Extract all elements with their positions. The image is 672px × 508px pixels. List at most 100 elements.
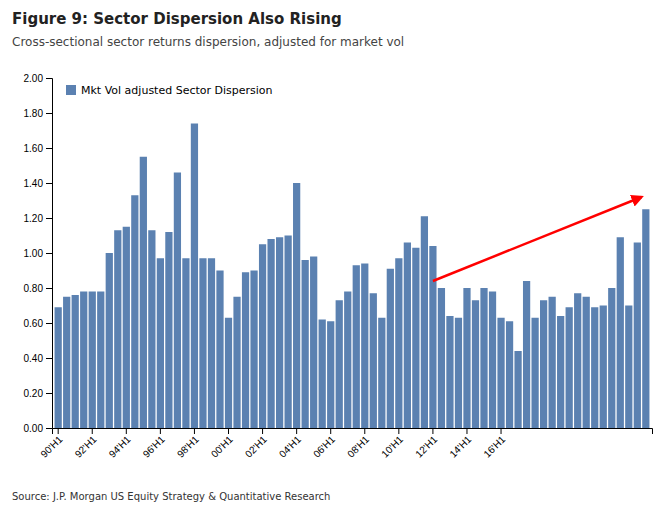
bar <box>642 209 649 428</box>
bar <box>89 292 96 429</box>
bar <box>608 288 615 428</box>
x-tick-label: 12'H1 <box>413 433 439 459</box>
bar <box>489 292 496 429</box>
x-tick: 98'H1 <box>175 428 201 460</box>
bar <box>480 288 487 428</box>
y-axis-line <box>46 79 53 429</box>
y-tick: 1.20 <box>24 213 52 224</box>
bar <box>250 271 257 429</box>
x-tick-label: 06'H1 <box>311 433 337 459</box>
bar <box>327 321 334 428</box>
x-axis-line <box>53 429 653 435</box>
y-tick-label: 0.60 <box>24 318 44 329</box>
x-tick-label: 02'H1 <box>243 433 269 459</box>
bar <box>370 293 377 428</box>
bar-series <box>55 124 650 429</box>
bar <box>463 288 470 428</box>
x-tick: 92'H1 <box>73 428 99 460</box>
bar <box>353 265 360 428</box>
y-tick-mark <box>46 288 52 289</box>
x-tick-mark <box>262 428 263 434</box>
bar <box>455 318 462 428</box>
bar <box>549 297 556 428</box>
x-tick-label: 90'H1 <box>38 433 64 459</box>
bar <box>293 183 300 428</box>
bar <box>131 195 138 428</box>
y-tick-label: 1.60 <box>24 143 44 154</box>
bar <box>617 237 624 428</box>
bar <box>191 124 198 429</box>
y-tick: 0.60 <box>24 318 52 329</box>
y-tick-label: 1.40 <box>24 178 44 189</box>
bar <box>233 297 240 428</box>
bar <box>600 306 607 429</box>
y-tick-label: 0.80 <box>24 283 44 294</box>
x-tick-mark <box>466 428 467 434</box>
y-tick: 0.00 <box>24 423 52 434</box>
bar <box>199 258 206 428</box>
bar <box>157 258 164 428</box>
bar <box>140 157 147 428</box>
bar <box>72 295 79 428</box>
x-tick: 06'H1 <box>311 428 337 460</box>
bar <box>378 318 385 428</box>
bar <box>148 230 155 428</box>
x-tick-mark <box>228 428 229 434</box>
y-tick: 1.60 <box>24 143 52 154</box>
y-tick-mark <box>46 253 52 254</box>
y-tick: 0.40 <box>24 353 52 364</box>
bar <box>310 257 317 429</box>
y-tick-label: 1.80 <box>24 108 44 119</box>
bar <box>80 292 87 429</box>
x-tick: 12'H1 <box>413 428 439 460</box>
x-tick-mark <box>92 428 93 434</box>
bar <box>634 243 641 429</box>
x-tick-mark <box>501 428 502 434</box>
bar <box>566 307 573 428</box>
bar <box>302 260 309 428</box>
x-tick-label: 08'H1 <box>345 433 371 459</box>
bar <box>285 236 292 429</box>
y-tick-mark <box>46 323 52 324</box>
y-tick: 1.40 <box>24 178 52 189</box>
bar <box>404 243 411 429</box>
x-tick-label: 92'H1 <box>73 433 99 459</box>
x-tick-mark <box>126 428 127 434</box>
x-tick: 96'H1 <box>141 428 167 460</box>
y-tick-label: 0.40 <box>24 353 44 364</box>
x-tick: 14'H1 <box>447 428 473 460</box>
y-tick-label: 1.00 <box>24 248 44 259</box>
x-tick-mark <box>364 428 365 434</box>
bar <box>540 300 547 428</box>
legend-swatch <box>66 85 76 95</box>
bar <box>319 320 326 429</box>
bar <box>344 292 351 429</box>
bar <box>574 293 581 428</box>
bar <box>63 297 70 428</box>
y-tick-mark <box>46 148 52 149</box>
bar <box>438 288 445 428</box>
x-tick-label: 94'H1 <box>107 433 133 459</box>
x-tick: 94'H1 <box>107 428 133 460</box>
bar <box>114 230 121 428</box>
y-tick-mark <box>46 78 52 79</box>
bar <box>182 258 189 428</box>
bar <box>583 297 590 428</box>
chart: Figure 9: Sector Dispersion Also RisingC… <box>0 0 672 508</box>
x-tick-mark <box>330 428 331 434</box>
y-tick: 1.00 <box>24 248 52 259</box>
bar <box>531 318 538 428</box>
y-tick-label: 2.00 <box>24 73 44 84</box>
bar <box>174 173 181 429</box>
bar <box>165 232 172 428</box>
x-axis: 90'H192'H194'H196'H198'H100'H102'H104'H1… <box>38 428 652 460</box>
bar <box>412 248 419 428</box>
bar <box>225 318 232 428</box>
y-tick-label: 0.00 <box>24 423 44 434</box>
bar <box>523 281 530 428</box>
arrow <box>433 197 642 281</box>
bar <box>557 316 564 428</box>
x-tick-mark <box>58 428 59 434</box>
bar <box>429 246 436 428</box>
y-tick-mark <box>46 393 52 394</box>
